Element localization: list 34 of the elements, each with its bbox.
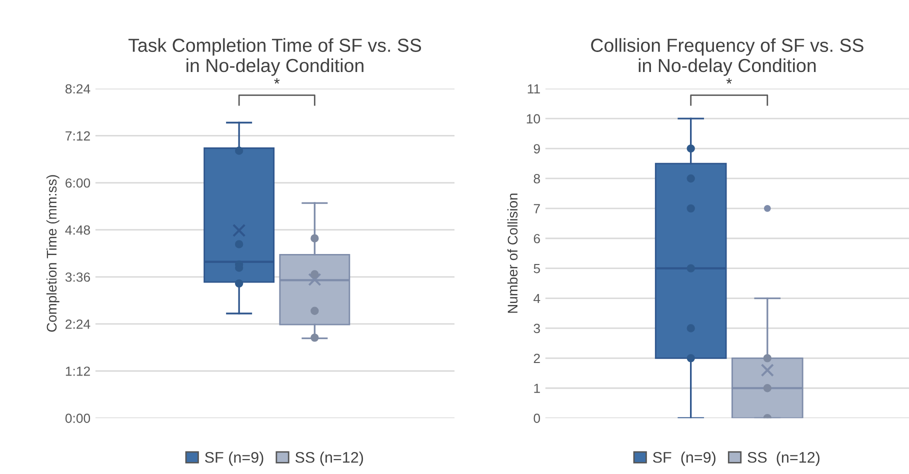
point (686, 354, 695, 362)
y-tick-label: 3 (534, 324, 540, 334)
y-axis-title: Number of Collision (507, 194, 518, 313)
y-tick-label: 11 (528, 84, 540, 94)
y-tick-label: 1:12 (66, 366, 90, 376)
y-tick-label: 6:00 (66, 178, 90, 188)
y-tick-label: 8:24 (65, 84, 90, 94)
legend-label: SS (n=12) (748, 452, 820, 466)
y-tick-label: 3:36 (65, 272, 90, 282)
y-tick-label: 2:24 (66, 320, 90, 329)
chart-title: Collision Frequency of SF vs. SS in No-delay Condition (591, 38, 864, 76)
text: * (274, 78, 280, 84)
legend-label: SF (n=9) (205, 452, 264, 466)
point (686, 324, 695, 332)
y-tick-label: 7 (534, 204, 540, 214)
y-tick-label: 5 (534, 264, 540, 274)
y-tick-label: 9 (534, 144, 540, 154)
y-tick-label: 10 (526, 114, 540, 124)
legend-label: SF (n=9) (653, 452, 716, 466)
y-tick-label: 7:12 (66, 131, 90, 140)
y-tick-label: 6 (534, 234, 540, 244)
y-tick-label: 4:48 (65, 225, 90, 235)
y-tick-label: 0 (534, 414, 540, 423)
point (234, 279, 244, 288)
text: * (726, 78, 732, 84)
y-axis-title: Completion Time (mm:ss) (46, 175, 60, 332)
y-tick-label: 1 (534, 384, 540, 393)
y-tick-label: 0:00 (65, 414, 90, 423)
point (686, 264, 695, 272)
y-tick-label: 2 (534, 354, 540, 363)
chart-title: Task Completion Time of SF vs. SS in No-delay Condition (128, 38, 422, 76)
y-tick-label: 8 (534, 174, 540, 184)
legend-label: SS (n=12) (295, 452, 364, 466)
y-tick-label: 4 (534, 294, 540, 304)
